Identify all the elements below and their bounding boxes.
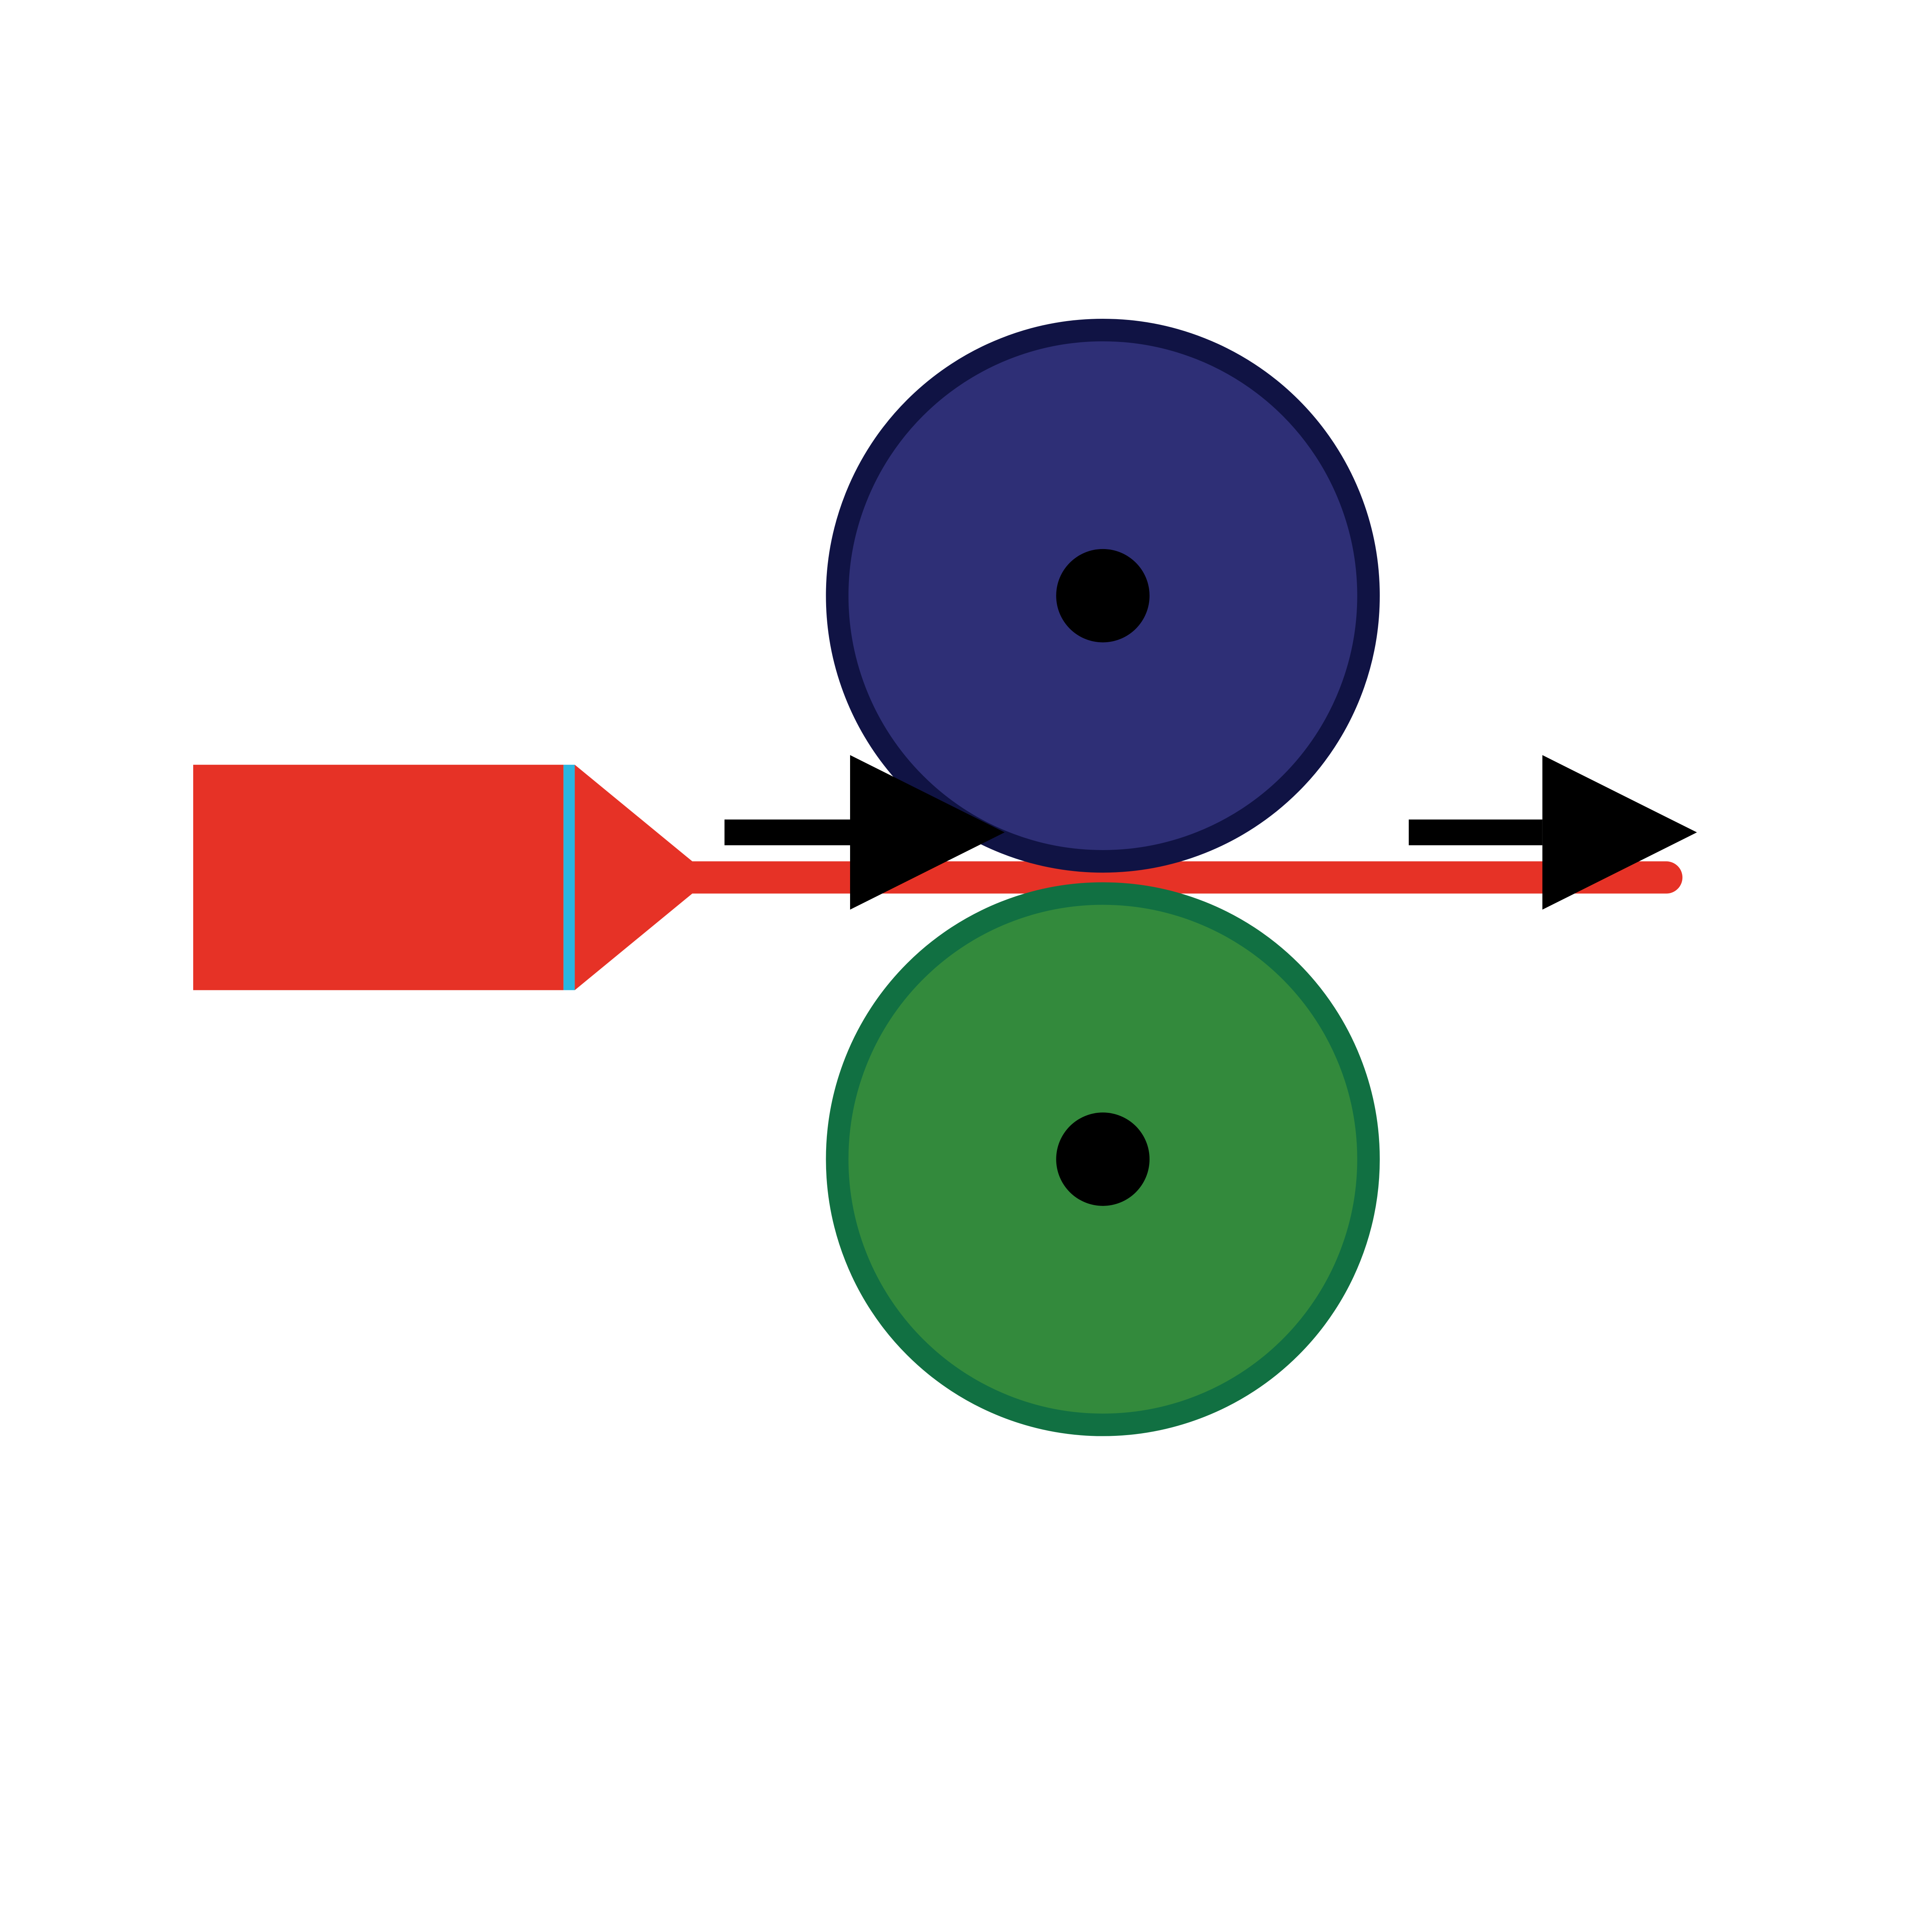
bottom-roller-axle [1056, 1112, 1150, 1206]
rolling-mill-diagram [0, 0, 1932, 1932]
top-roller-axle [1056, 549, 1150, 643]
material-billet [193, 765, 563, 990]
interface-strip [563, 765, 575, 990]
